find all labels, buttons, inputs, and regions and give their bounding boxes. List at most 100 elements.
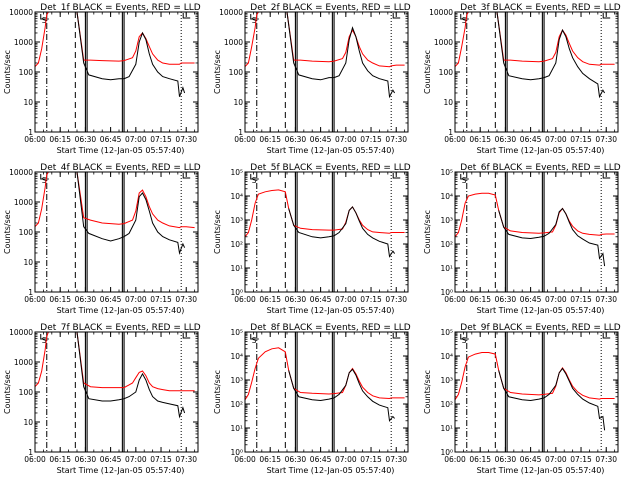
y-tick-label: 10000 — [9, 8, 33, 17]
y-tick-label: 1 — [28, 128, 33, 137]
y-tick-label: 10 — [443, 98, 453, 107]
plot-frame — [244, 11, 409, 133]
x-tick-label: 06:30 — [495, 135, 517, 144]
x-tick-label: 07:15 — [360, 455, 382, 464]
y-tick-label: 1 — [28, 448, 33, 457]
flag-label: S — [462, 336, 467, 345]
series-events-line — [496, 12, 606, 99]
y-tick-label: 1 — [448, 128, 453, 137]
plot-frame — [454, 171, 619, 293]
x-tick-label: 07:30 — [385, 135, 407, 144]
x-axis-label: Start Time (12-Jan-05 05:57:40) — [267, 146, 395, 155]
end-flag-marker — [392, 13, 401, 19]
panel-title: Det_6f BLACK = Events, RED = LLD — [460, 163, 620, 173]
y-tick-label: 10³ — [230, 216, 243, 225]
x-tick-label: 07:30 — [595, 295, 617, 304]
x-tick-label: 06:45 — [520, 455, 542, 464]
panel-9f: Det_9f BLACK = Events, RED = LLD Counts/s… — [423, 323, 621, 475]
y-tick-label: 10⁴ — [440, 352, 453, 361]
x-tick-label: 06:30 — [285, 295, 307, 304]
y-axis-label: Counts/sec — [423, 370, 432, 414]
x-tick-label: 07:15 — [360, 135, 382, 144]
series-events-line — [286, 12, 396, 99]
series-events-line — [498, 367, 606, 431]
series-lld-line — [455, 352, 615, 401]
x-tick-label: 07:00 — [545, 135, 567, 144]
y-tick-label: 10⁴ — [230, 352, 243, 361]
y-tick-label: 10⁵ — [440, 328, 453, 337]
flag-label: S — [42, 16, 47, 25]
x-tick-label: 06:45 — [100, 135, 122, 144]
plot-frame — [454, 11, 619, 133]
x-tick-label: 07:30 — [175, 135, 197, 144]
y-tick-label: 10¹ — [230, 264, 243, 273]
x-tick-label: 07:15 — [570, 295, 592, 304]
y-tick-label: 10⁴ — [440, 192, 453, 201]
panel-title: Det_7f BLACK = Events, RED = LLD — [40, 323, 200, 333]
x-tick-label: 06:00 — [234, 295, 256, 304]
x-tick-label: 06:30 — [285, 135, 307, 144]
y-axis-label: Counts/sec — [3, 370, 12, 414]
y-tick-label: 10⁰ — [440, 288, 453, 297]
x-tick-label: 06:30 — [285, 455, 307, 464]
x-axis-label: Start Time (12-Jan-05 05:57:40) — [477, 146, 605, 155]
y-tick-label: 10² — [230, 240, 243, 249]
x-tick-label: 07:30 — [175, 455, 197, 464]
y-tick-label: 10000 — [219, 8, 243, 17]
panel-title: Det_4f BLACK = Events, RED = LLD — [40, 163, 200, 173]
series-events-line — [288, 206, 396, 258]
y-tick-label: 10² — [440, 240, 453, 249]
series-events-line — [76, 12, 186, 97]
x-tick-label: 06:45 — [310, 135, 332, 144]
x-tick-label: 07:15 — [150, 455, 172, 464]
x-tick-label: 07:00 — [125, 135, 147, 144]
x-tick-label: 07:30 — [175, 295, 197, 304]
series-events-line — [288, 368, 395, 423]
y-tick-label: 10 — [23, 418, 33, 427]
panel-5f: Det_5f BLACK = Events, RED = LLD Counts/s… — [213, 163, 411, 315]
y-tick-label: 10⁴ — [230, 192, 243, 201]
y-tick-label: 10⁵ — [230, 168, 243, 177]
y-tick-label: 10⁵ — [230, 328, 243, 337]
panel-grid: Det_1f BLACK = Events, RED = LLD Counts/s… — [3, 3, 621, 475]
y-tick-label: 100 — [19, 228, 34, 237]
flag-label: S — [252, 16, 257, 25]
x-tick-label: 07:30 — [595, 455, 617, 464]
y-tick-label: 10³ — [440, 216, 453, 225]
y-tick-label: 1000 — [14, 358, 33, 367]
y-axis-label: Counts/sec — [213, 370, 222, 414]
x-tick-label: 06:30 — [75, 135, 97, 144]
x-tick-label: 07:00 — [335, 295, 357, 304]
series-lld-line — [455, 12, 615, 68]
plot-frame — [454, 331, 619, 453]
x-tick-label: 06:15 — [469, 455, 491, 464]
y-tick-label: 1000 — [224, 38, 243, 47]
x-tick-label: 06:15 — [49, 295, 71, 304]
y-axis-label: Counts/sec — [3, 210, 12, 254]
y-tick-label: 1000 — [14, 198, 33, 207]
x-axis-label: Start Time (12-Jan-05 05:57:40) — [267, 306, 395, 315]
flag-label: S — [42, 176, 47, 185]
y-tick-label: 10¹ — [230, 424, 243, 433]
y-tick-label: 100 — [19, 388, 34, 397]
panel-title: Det_5f BLACK = Events, RED = LLD — [250, 163, 410, 173]
y-tick-label: 10¹ — [440, 264, 453, 273]
plot-frame — [34, 171, 199, 293]
y-tick-label: 10² — [230, 400, 243, 409]
flag-label: S — [462, 176, 467, 185]
x-axis-label: Start Time (12-Jan-05 05:57:40) — [57, 466, 185, 475]
x-tick-label: 07:00 — [335, 455, 357, 464]
series-lld-line — [35, 332, 195, 392]
x-tick-label: 06:15 — [469, 135, 491, 144]
flag-label: S — [462, 16, 467, 25]
panel-1f: Det_1f BLACK = Events, RED = LLD Counts/s… — [3, 3, 201, 155]
x-tick-label: 06:15 — [469, 295, 491, 304]
x-tick-label: 06:45 — [520, 295, 542, 304]
end-flag-marker — [392, 333, 401, 339]
x-tick-label: 07:30 — [595, 135, 617, 144]
series-lld-line — [245, 189, 405, 238]
x-tick-label: 06:15 — [259, 455, 281, 464]
x-tick-label: 06:45 — [100, 295, 122, 304]
x-tick-label: 06:00 — [24, 455, 46, 464]
panel-7f: Det_7f BLACK = Events, RED = LLD Counts/s… — [3, 323, 201, 475]
